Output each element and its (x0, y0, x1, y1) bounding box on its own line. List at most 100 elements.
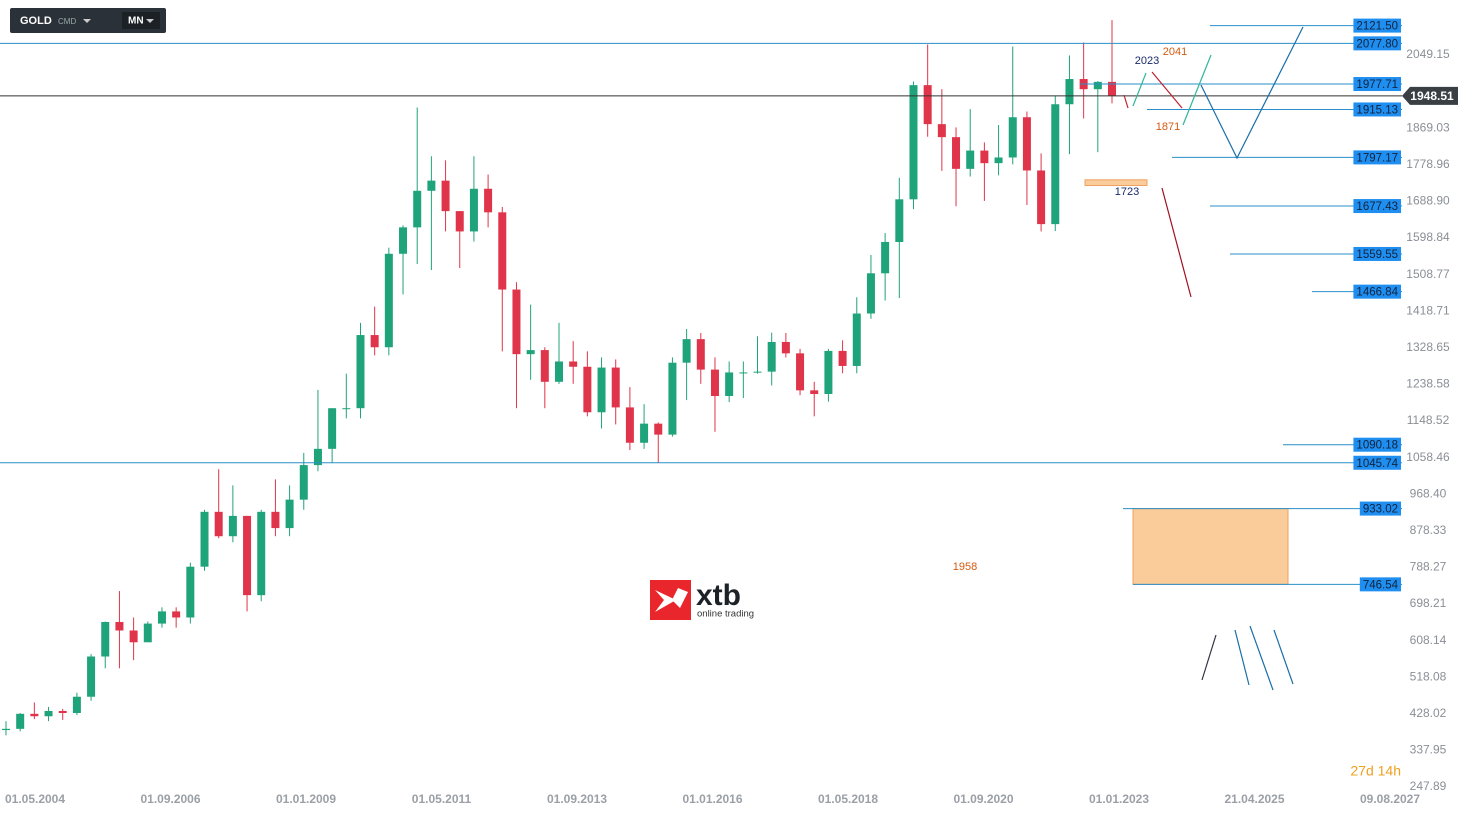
candle-body (16, 713, 25, 729)
level-label: 1915.13 (1356, 104, 1398, 116)
level-label: 1045.74 (1356, 458, 1398, 470)
x-tick-label: 09.08.2027 (1360, 792, 1420, 806)
candle-body (555, 361, 563, 382)
timer: 27d 14h (1350, 763, 1401, 779)
trend-line (1234, 629, 1250, 686)
candle-body (866, 273, 875, 314)
level-label-box (1353, 455, 1401, 470)
dropdown-arrow[interactable] (146, 19, 154, 23)
y-tick-label: 1058.46 (1406, 450, 1450, 464)
y-tick-label: 1238.58 (1406, 377, 1450, 391)
candle-body (271, 511, 280, 529)
trend-line (1132, 72, 1147, 107)
candle-body (923, 85, 932, 125)
level-label-box (1353, 246, 1401, 261)
candle-body (710, 369, 719, 397)
trend-line (1201, 634, 1217, 681)
level-label-box (1353, 102, 1401, 117)
candle-body (257, 511, 266, 596)
y-tick-label: 518.08 (1410, 669, 1447, 683)
candle-body (597, 367, 606, 413)
candle-body (427, 180, 436, 191)
level-label-box (1353, 36, 1401, 51)
interval[interactable]: MN (128, 16, 144, 27)
candle-body (540, 350, 549, 382)
candle-body (1008, 117, 1017, 158)
logo-x (655, 588, 688, 612)
candle-body (1022, 117, 1031, 171)
zone (1084, 179, 1148, 187)
candle-body (115, 621, 124, 631)
level-label: 1797.17 (1356, 152, 1398, 164)
candle-body (824, 350, 833, 394)
candle-body (172, 611, 181, 618)
candle-body (285, 499, 294, 529)
logo: xtb online trading (650, 579, 754, 620)
candle-body (569, 361, 578, 367)
y-tick-label: 788.27 (1410, 560, 1447, 574)
level-label: 1466.84 (1356, 287, 1398, 299)
candle-body (413, 190, 422, 228)
level-label: 933.02 (1363, 504, 1398, 516)
candle-body (1093, 81, 1102, 90)
y-tick-label: 247.89 (1410, 779, 1447, 793)
y-tick-label: 1508.77 (1406, 267, 1450, 281)
trend-line (1161, 187, 1192, 298)
x-tick-label: 01.05.2011 (412, 792, 472, 806)
candle-body (810, 390, 819, 394)
candle-body (696, 339, 705, 370)
candle-body (228, 515, 237, 537)
candle-body (186, 566, 195, 618)
logo-name: xtb (696, 579, 741, 612)
candle-body (328, 408, 337, 449)
candle-body (625, 407, 634, 443)
candle-body (980, 150, 989, 164)
trend-line (1151, 71, 1183, 109)
candle-body (739, 372, 748, 374)
candle-body (512, 289, 521, 355)
candle-body (214, 511, 223, 537)
candle-body (441, 180, 450, 212)
level-label: 746.54 (1363, 579, 1399, 591)
market: CMD (58, 17, 76, 26)
symbol[interactable]: GOLD (20, 15, 52, 27)
y-tick-label: 1328.65 (1406, 340, 1450, 354)
y-tick-label: 1148.52 (1407, 413, 1450, 427)
x-tick-label: 01.09.2006 (140, 792, 200, 806)
trend-line (1273, 629, 1294, 685)
candle-body (583, 366, 592, 413)
plot: 2049.15 1869.03 1778.96 1688.90 1598.84 1508.… (0, 18, 1458, 806)
candle-body (937, 124, 946, 138)
interval-box[interactable] (122, 12, 160, 29)
logo-tagline: online trading (697, 609, 754, 620)
candle-body (1037, 170, 1046, 225)
candle-body (952, 137, 961, 169)
candle-body (781, 341, 790, 354)
candle-body (30, 713, 39, 717)
candle-body (796, 353, 805, 391)
y-tick-label: 608.14 (1410, 633, 1447, 647)
y-tick-label: 1778.96 (1406, 157, 1450, 171)
candle-body (313, 448, 322, 466)
x-tick-label: 01.05.2018 (818, 792, 878, 806)
candle-body (668, 362, 677, 435)
candle-body (356, 335, 365, 409)
candle-body (87, 656, 96, 697)
annotation: 2041 (1163, 46, 1187, 58)
level-label-box (1353, 437, 1401, 452)
x-tick-label: 01.01.2023 (1089, 792, 1149, 806)
annotation: 1958 (953, 561, 977, 573)
trend-line (1200, 26, 1304, 160)
candle-body (342, 408, 351, 410)
candle-body (611, 367, 620, 408)
candle-body (498, 212, 507, 290)
candle-body (143, 623, 152, 643)
candle-body (299, 465, 308, 500)
dropdown-arrow[interactable] (83, 19, 91, 23)
level-label: 2121.50 (1356, 21, 1398, 33)
trend-line (1182, 54, 1212, 126)
candle-body (2, 728, 10, 731)
candle-body (640, 423, 649, 443)
level-label: 2077.80 (1356, 38, 1398, 50)
